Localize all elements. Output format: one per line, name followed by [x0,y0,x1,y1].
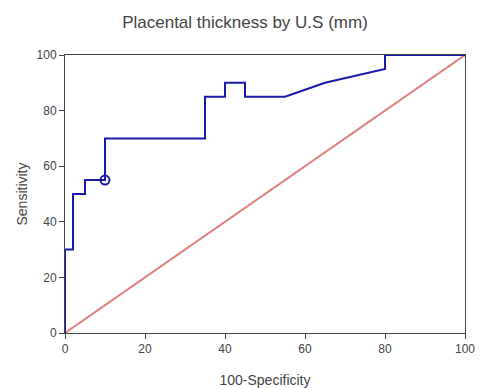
svg-text:60: 60 [298,342,312,356]
svg-text:100: 100 [37,48,57,62]
svg-text:100-Specificity: 100-Specificity [219,372,310,388]
svg-text:40: 40 [43,215,57,229]
svg-text:Placental thickness by U.S (mm: Placental thickness by U.S (mm) [122,13,368,32]
svg-text:80: 80 [378,342,392,356]
svg-text:0: 0 [50,326,57,340]
svg-text:80: 80 [43,104,57,118]
svg-text:100: 100 [455,342,475,356]
svg-text:Sensitivity: Sensitivity [14,162,30,225]
svg-text:60: 60 [43,159,57,173]
svg-text:0: 0 [62,342,69,356]
svg-text:40: 40 [218,342,232,356]
svg-text:20: 20 [138,342,152,356]
svg-text:20: 20 [43,271,57,285]
